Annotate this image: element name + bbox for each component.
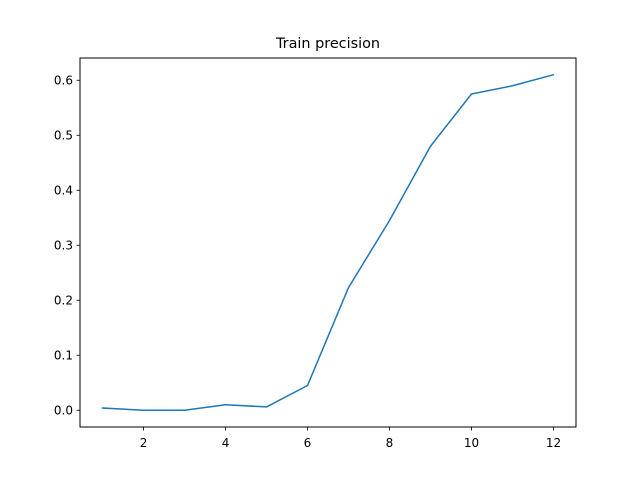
y-tick-label: 0.4 <box>54 184 73 198</box>
y-tick-label: 0.0 <box>54 404 73 418</box>
y-tick-label: 0.1 <box>54 349 73 363</box>
x-tick-label: 6 <box>304 436 312 450</box>
chart-title: Train precision <box>275 36 380 52</box>
x-tick-label: 2 <box>140 436 148 450</box>
y-tick-label: 0.6 <box>54 74 73 88</box>
y-tick-label: 0.5 <box>54 129 73 143</box>
x-tick-label: 10 <box>464 436 479 450</box>
y-tick-label: 0.2 <box>54 294 73 308</box>
x-tick-label: 4 <box>222 436 230 450</box>
x-tick-label: 8 <box>386 436 394 450</box>
y-tick-label: 0.3 <box>54 239 73 253</box>
x-tick-label: 12 <box>546 436 561 450</box>
